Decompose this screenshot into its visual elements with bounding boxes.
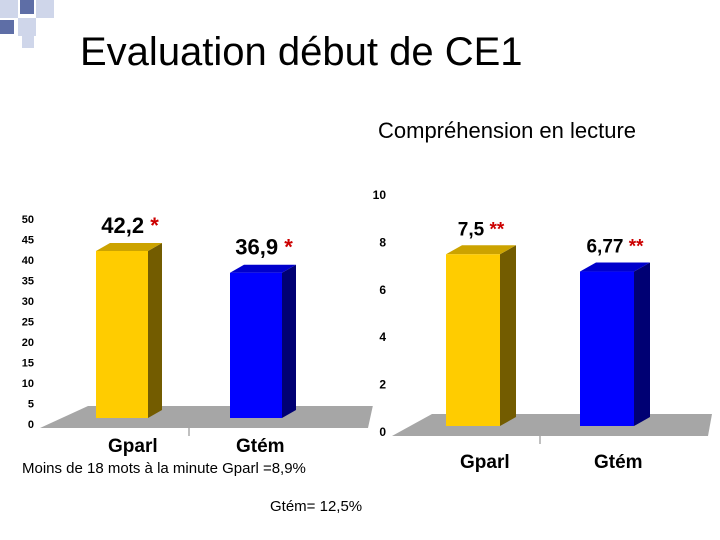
chart-1-floor xyxy=(40,406,373,428)
corner-square-3 xyxy=(36,0,54,18)
corner-square-1 xyxy=(0,0,18,18)
chart-2-category-label: Gtém xyxy=(594,452,643,473)
chart-2-data-label: 6,77 ** xyxy=(586,237,644,258)
chart-2-ytick-label: 8 xyxy=(379,235,386,249)
corner-square-4 xyxy=(0,20,14,34)
chart-2-category-label: Gparl xyxy=(460,452,510,473)
corner-square-2 xyxy=(20,0,34,14)
chart-1-category-label: Gparl xyxy=(108,436,158,457)
chart-2-floor xyxy=(392,414,712,436)
chart-2-significance-mark: ** xyxy=(489,219,504,240)
chart-1-significance-mark: * xyxy=(150,213,159,238)
chart-1-category-label: Gtém xyxy=(236,436,285,457)
chart-2-bar-side xyxy=(634,262,650,426)
chart-2-bar xyxy=(580,271,634,426)
chart-2-bar xyxy=(446,254,500,426)
note-line-1: Moins de 18 mots à la minute Gparl =8,9% xyxy=(22,460,306,477)
chart-1-bar-side xyxy=(148,242,162,418)
chart-1-bar-top xyxy=(230,264,296,273)
chart-1-bar-top xyxy=(96,242,162,251)
chart-1-data-label: 36,9 * xyxy=(235,235,293,260)
corner-square-5 xyxy=(18,18,36,36)
chart-2-ytick-label: 0 xyxy=(379,425,386,439)
chart-1-ytick-label: 45 xyxy=(22,235,34,247)
slide-subtitle: Compréhension en lecture xyxy=(378,118,637,143)
chart-2-ytick-label: 2 xyxy=(379,378,386,392)
note-line-2: Gtém= 12,5% xyxy=(270,498,363,515)
chart-1-ytick-label: 10 xyxy=(22,378,34,390)
chart-2-bar-side xyxy=(500,245,516,426)
chart-1-ytick-label: 15 xyxy=(22,358,34,370)
chart-1-bar-side xyxy=(282,264,296,418)
chart-1-ytick-label: 5 xyxy=(28,399,34,411)
chart-1-ytick-label: 30 xyxy=(22,296,34,308)
chart-2-bar-top xyxy=(446,245,516,255)
chart-2-ytick-label: 4 xyxy=(379,330,386,344)
chart-1-ytick-label: 25 xyxy=(22,317,34,329)
chart-1-ytick-label: 50 xyxy=(22,214,34,226)
chart-2-ytick-label: 10 xyxy=(373,188,387,202)
slide-title: Evaluation début de CE1 xyxy=(80,30,523,74)
chart-2-significance-mark: ** xyxy=(629,237,644,258)
chart-1-ytick-label: 40 xyxy=(22,255,34,267)
chart-1-bar xyxy=(230,272,282,418)
chart-2-data-label: 7,5 ** xyxy=(458,219,505,240)
chart-1-ytick-label: 0 xyxy=(28,419,34,431)
chart-2-ytick-label: 6 xyxy=(379,283,386,297)
chart-2-bar-top xyxy=(580,262,650,272)
corner-square-6 xyxy=(22,36,34,48)
chart-1-bar xyxy=(96,250,148,418)
chart-1-ytick-label: 20 xyxy=(22,337,34,349)
chart-1-ytick-label: 35 xyxy=(22,276,34,288)
chart-1-significance-mark: * xyxy=(284,235,293,260)
chart-1-data-label: 42,2 * xyxy=(101,213,159,238)
